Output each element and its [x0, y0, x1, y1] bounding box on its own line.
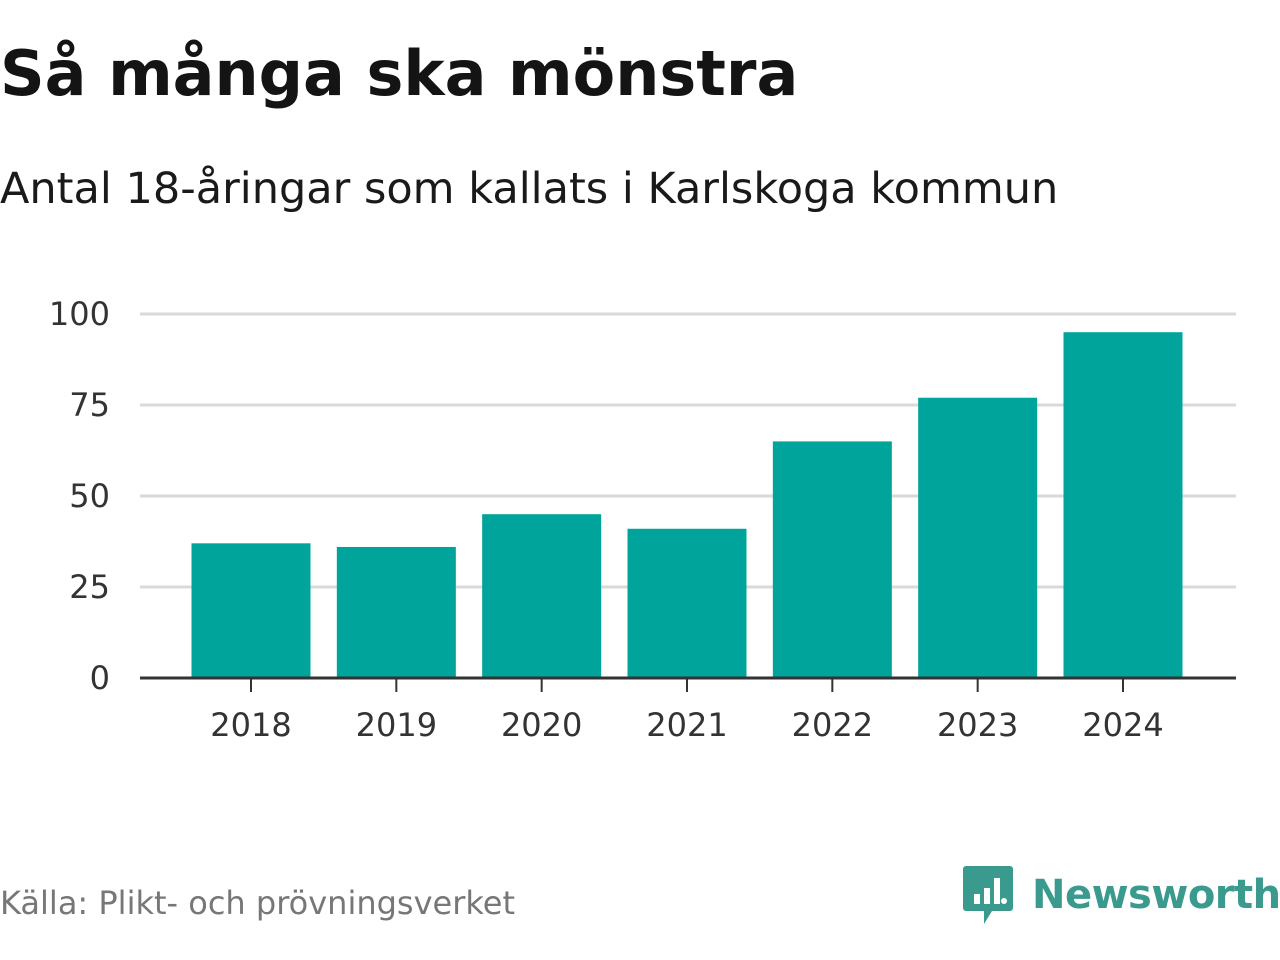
bar-2024 [1063, 332, 1183, 678]
x-tick-label-2023: 2023 [937, 706, 1018, 744]
bar-2021 [627, 528, 747, 678]
bar-chart: 0 25 50 75 100 2018 2019 2020 2021 2022 2023 2024 [49, 295, 1236, 744]
chart-subtitle: Antal 18-åringar som kallats i Karlskoga… [0, 164, 1059, 214]
brand-name: Newsworthy [1032, 872, 1280, 918]
x-tick-label-2024: 2024 [1082, 706, 1163, 744]
y-tick-label-100: 100 [49, 295, 110, 333]
bar-2023 [918, 397, 1038, 678]
bar-2022 [772, 441, 892, 678]
y-tick-label-75: 75 [69, 386, 110, 424]
newsworthy-logo-icon [963, 866, 1013, 924]
brand-logo: Newsworthy [962, 862, 1280, 928]
bars [191, 332, 1183, 678]
bar-2019 [336, 546, 456, 678]
axes: 0 25 50 75 100 2018 2019 2020 2021 2022 2023 2024 [49, 295, 1236, 744]
x-tick-label-2019: 2019 [356, 706, 437, 744]
x-tick-label-2018: 2018 [210, 706, 291, 744]
y-tick-label-0: 0 [90, 659, 110, 697]
y-tick-label-25: 25 [69, 568, 110, 606]
bar-2020 [482, 514, 602, 678]
x-tick-label-2022: 2022 [792, 706, 873, 744]
y-tick-label-50: 50 [69, 477, 110, 515]
chart-title: Så många ska mönstra [0, 37, 799, 110]
source-note: Källa: Plikt- och prövningsverket [0, 884, 515, 922]
bar-2018 [191, 543, 311, 678]
x-tick-label-2021: 2021 [646, 706, 727, 744]
x-tick-label-2020: 2020 [501, 706, 582, 744]
